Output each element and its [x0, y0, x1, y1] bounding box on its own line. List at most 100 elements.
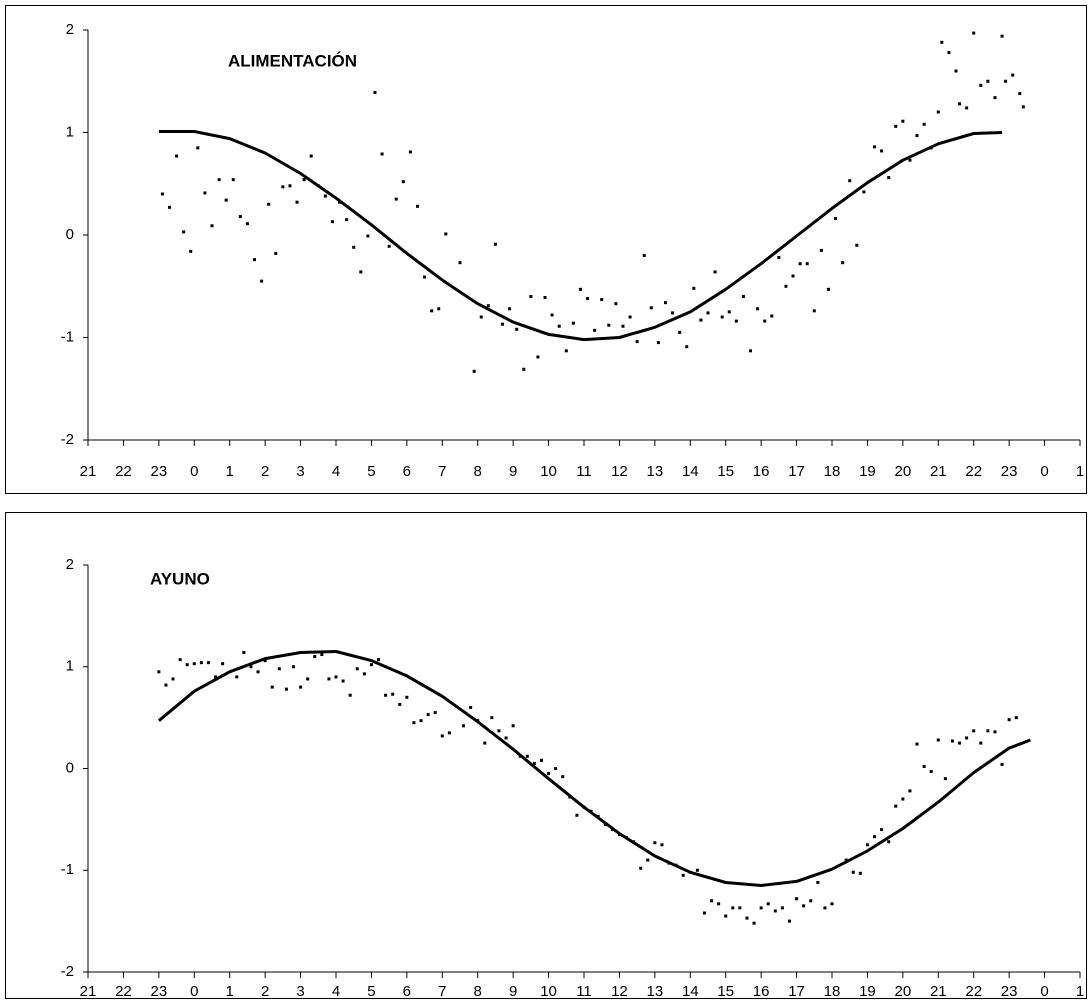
data-point: [192, 662, 196, 666]
data-point: [901, 119, 905, 123]
data-point: [826, 287, 830, 291]
data-point: [430, 309, 434, 313]
x-tick-label: 18: [824, 983, 841, 1000]
data-point: [841, 261, 845, 265]
x-tick-label: 21: [930, 983, 947, 1000]
data-point: [171, 677, 175, 681]
data-point: [607, 323, 611, 327]
data-point: [426, 713, 430, 717]
data-point: [377, 658, 381, 662]
data-point: [805, 262, 809, 266]
data-point: [224, 198, 228, 202]
data-point: [965, 106, 969, 110]
data-point: [369, 663, 373, 667]
data-point: [646, 858, 650, 862]
data-point: [462, 724, 466, 728]
x-tick-label: 8: [474, 463, 482, 480]
data-point: [444, 232, 448, 236]
data-point: [795, 897, 799, 901]
data-point: [355, 667, 359, 671]
y-tick-label: -2: [61, 431, 74, 448]
x-tick-label: 5: [367, 983, 375, 1000]
data-point: [384, 693, 388, 697]
data-point: [291, 665, 295, 669]
data-point: [947, 51, 951, 55]
data-point: [408, 150, 412, 154]
x-tick-label: 23: [1001, 463, 1018, 480]
data-point: [695, 868, 699, 872]
annotation: AYUNO: [150, 569, 210, 588]
data-point: [1011, 73, 1015, 77]
data-point: [812, 309, 816, 313]
data-point: [231, 178, 235, 182]
x-tick-label: 4: [332, 983, 340, 1000]
data-point: [242, 651, 246, 655]
data-point: [862, 190, 866, 194]
x-tick-label: 22: [965, 463, 982, 480]
x-tick-label: 0: [190, 983, 198, 1000]
data-point: [348, 693, 352, 697]
data-point: [858, 871, 862, 875]
data-point: [543, 296, 547, 300]
data-point: [777, 256, 781, 260]
data-point: [295, 200, 299, 204]
data-point: [366, 234, 370, 238]
data-point: [196, 146, 200, 150]
data-point: [855, 243, 859, 247]
fit-line: [157, 650, 1031, 887]
x-tick-label: 15: [717, 463, 734, 480]
x-tick-label: 16: [753, 463, 770, 480]
data-point: [745, 916, 749, 920]
data-point: [922, 764, 926, 768]
data-point: [419, 719, 423, 723]
data-point: [929, 770, 933, 774]
data-point: [440, 734, 444, 738]
data-point: [309, 154, 313, 158]
data-point: [851, 870, 855, 874]
annotation: ALIMENTACIÓN: [228, 51, 357, 70]
x-tick-label: 12: [611, 463, 628, 480]
data-point: [706, 311, 710, 315]
data-point: [844, 858, 848, 862]
data-point: [752, 921, 756, 925]
data-point: [894, 804, 898, 808]
data-point: [320, 653, 324, 657]
data-point: [189, 249, 193, 253]
data-point: [936, 110, 940, 114]
data-point: [685, 345, 689, 349]
data-point: [1014, 716, 1018, 720]
data-point: [334, 675, 338, 679]
data-point: [759, 906, 763, 910]
x-tick-label: 20: [895, 463, 912, 480]
data-point: [288, 184, 292, 188]
data-point: [950, 739, 954, 743]
x-tick-label: 19: [859, 463, 876, 480]
data-point: [511, 724, 515, 728]
x-tick-label: 23: [151, 463, 168, 480]
data-point: [894, 124, 898, 128]
data-point: [834, 217, 838, 221]
x-tick-label: 22: [965, 983, 982, 1000]
data-point: [536, 355, 540, 359]
data-point: [819, 248, 823, 252]
x-tick-label: 13: [647, 983, 664, 1000]
data-point: [880, 149, 884, 153]
y-tick-label: -2: [61, 963, 74, 980]
data-point: [352, 245, 356, 249]
x-tick-label: 11: [576, 463, 592, 480]
x-tick-label: 16: [753, 983, 770, 1000]
data-point: [717, 902, 721, 906]
data-point: [284, 687, 288, 691]
fit-line: [158, 130, 1003, 342]
data-point: [649, 306, 653, 310]
data-point: [639, 866, 643, 870]
data-point: [323, 194, 327, 198]
data-point: [766, 902, 770, 906]
data-point: [908, 158, 912, 162]
x-tick-label: 22: [115, 983, 132, 1000]
data-point: [330, 220, 334, 224]
data-point: [515, 327, 519, 331]
data-point: [281, 185, 285, 189]
data-point: [979, 741, 983, 745]
data-point: [770, 314, 774, 318]
